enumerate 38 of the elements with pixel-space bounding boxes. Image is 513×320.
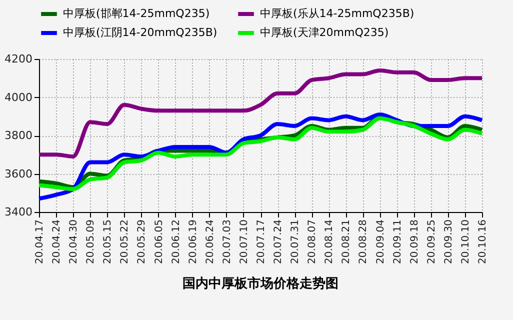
x-tick-label: 20.06.24 bbox=[204, 220, 216, 264]
legend-label: 中厚板(乐从14-25mmQ235B) bbox=[260, 7, 414, 20]
legend-label: 中厚板(天津20mmQ235) bbox=[260, 26, 389, 39]
x-tick-label: 20.08.28 bbox=[358, 220, 370, 264]
x-tick-label: 20.05.09 bbox=[86, 220, 97, 264]
y-tick-label: 3400 bbox=[4, 206, 32, 218]
x-tick-label: 20.09.18 bbox=[409, 220, 420, 264]
x-tick-label: 20.08.21 bbox=[341, 220, 352, 264]
line-series bbox=[37, 68, 484, 159]
x-tick-label: 20.04.30 bbox=[68, 220, 80, 264]
x-tick-label: 20.07.10 bbox=[238, 220, 250, 264]
x-tick-label: 20.09.04 bbox=[375, 220, 386, 264]
y-tick-label: 4200 bbox=[4, 52, 32, 66]
x-tick-label: 20.05.15 bbox=[102, 220, 114, 264]
text: 国内中厚板市场价格走势图 bbox=[182, 276, 338, 292]
x-tick-label: 20.04.17 bbox=[34, 220, 46, 264]
x-tick-label: 20.05.22 bbox=[120, 220, 131, 264]
x-tick-label: 20.04.24 bbox=[52, 220, 63, 264]
legend-label: 中厚板(邯郸14-25mmQ235) bbox=[63, 7, 210, 20]
x-tick-label: 20.06.05 bbox=[154, 220, 165, 264]
x-tick-label: 20.06.19 bbox=[188, 220, 199, 264]
x-tick-label: 20.05.29 bbox=[136, 220, 148, 264]
x-tick-label: 20.09.30 bbox=[443, 220, 454, 264]
legend-label: 中厚板(江阴14-20mmQ235B) bbox=[63, 26, 218, 39]
x-tick-label: 20.07.24 bbox=[273, 220, 284, 264]
x-tick-label: 20.07.31 bbox=[290, 220, 302, 264]
x-tick-label: 20.09.25 bbox=[426, 220, 438, 264]
x-tick-label: 20.07.03 bbox=[222, 220, 233, 264]
x-tick-label: 20.10.10 bbox=[460, 220, 472, 264]
y-tick-label: 3600 bbox=[4, 167, 32, 180]
x-tick-label: 20.08.14 bbox=[324, 220, 336, 264]
x-tick-label: 20.06.12 bbox=[170, 220, 182, 264]
y-tick-label: 4000 bbox=[4, 90, 32, 104]
y-tick-label: 3800 bbox=[4, 129, 32, 142]
x-tick-label: 20.08.07 bbox=[307, 220, 318, 264]
x-tick-label: 20.07.17 bbox=[256, 220, 267, 264]
x-tick-label: 20.09.11 bbox=[392, 220, 404, 264]
x-tick-label: 20.10.16 bbox=[478, 220, 488, 264]
